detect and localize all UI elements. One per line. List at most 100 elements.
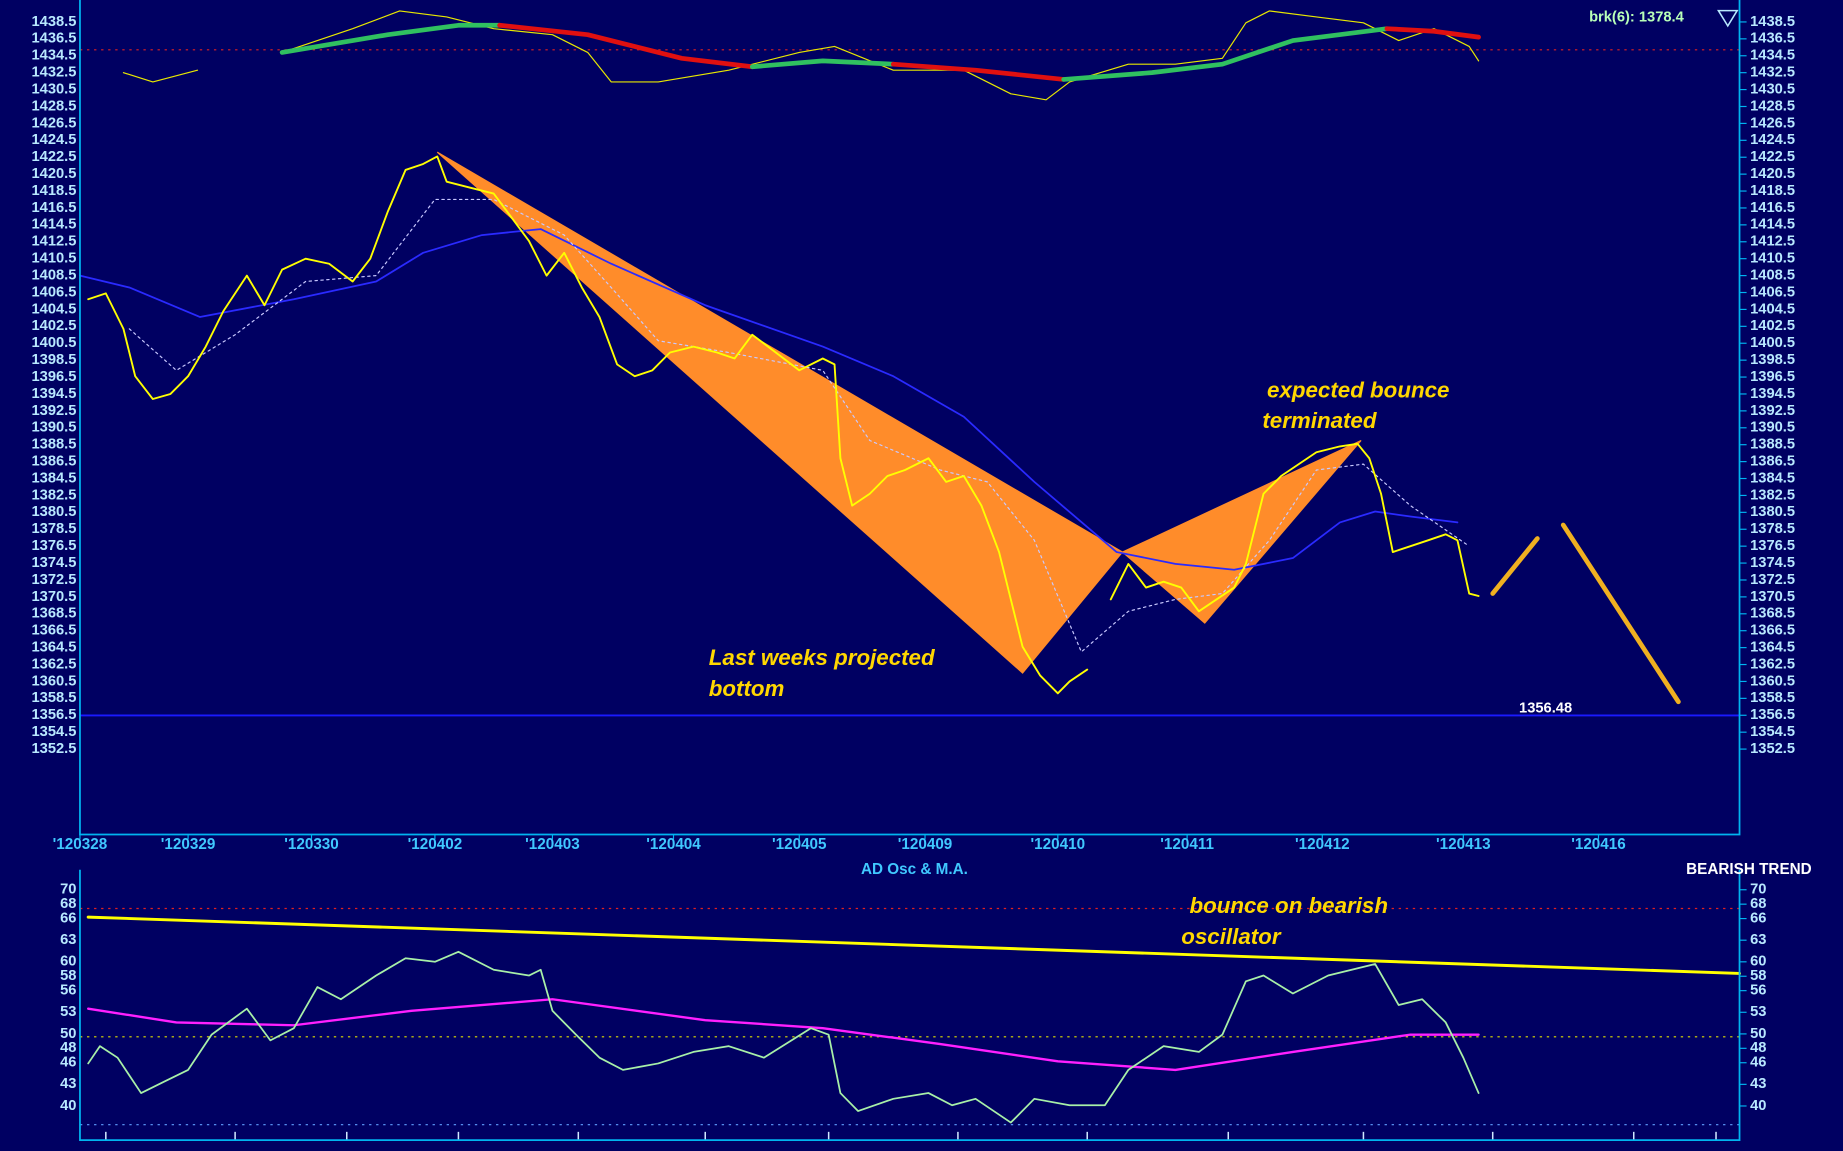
y-tick-label: 53 [1750,1004,1766,1020]
y-tick-label: 1356.5 [1750,707,1795,723]
series-line [128,198,1470,653]
x-tick-label: '120404 [646,836,701,853]
y-tick-label: 1362.5 [32,656,77,672]
y-tick-label: 1382.5 [32,487,77,503]
y-tick-label: 1384.5 [32,470,77,486]
x-tick-label: '120411 [1160,836,1214,853]
y-tick-label: 1420.5 [1750,166,1795,182]
series-line [749,58,896,70]
y-tick-label: 1400.5 [32,335,77,351]
y-tick-label: 1402.5 [32,318,77,334]
y-tick-label: 50 [1750,1026,1766,1042]
series-line [86,915,1741,975]
y-tick-label: 1368.5 [32,606,77,622]
y-tick-label: 1354.5 [32,724,77,740]
y-tick-label: 1406.5 [1750,284,1795,300]
annotation: Last weeks projected [709,645,936,670]
x-tick-label: '120410 [1031,836,1086,853]
annotation: bottom [709,676,785,701]
y-tick-label: 1376.5 [1750,538,1795,554]
y-tick-label: 1378.5 [32,521,77,537]
series-line [1384,26,1481,40]
y-tick-label: 1412.5 [32,234,77,250]
y-tick-label: 1390.5 [1750,420,1795,436]
y-tick-label: 1418.5 [32,183,77,199]
y-tick-label: 1394.5 [32,386,77,402]
y-tick-label: 1424.5 [32,132,77,148]
y-tick-label: 68 [60,896,76,912]
y-tick-label: 1370.5 [32,589,77,605]
annotation: oscillator [1181,924,1282,949]
y-tick-label: 1382.5 [1750,487,1795,503]
y-tick-label: 56 [1750,983,1766,999]
y-tick-label: 1410.5 [1750,251,1795,267]
series-line [1560,522,1681,705]
y-tick-label: 1414.5 [1750,217,1795,233]
y-tick-label: 1354.5 [1750,724,1795,740]
x-tick-label: '120328 [53,836,108,853]
y-tick-label: 1402.5 [1750,318,1795,334]
y-tick-label: 1398.5 [32,352,77,368]
annotation: expected bounce [1267,377,1449,402]
y-tick-label: 1380.5 [1750,504,1795,520]
y-tick-label: 1388.5 [1750,437,1795,453]
y-tick-label: 1374.5 [32,555,77,571]
y-tick-label: 1370.5 [1750,589,1795,605]
y-tick-label: 1398.5 [1750,352,1795,368]
y-tick-label: 58 [60,968,76,984]
series-line [87,998,1480,1072]
y-tick-label: 1388.5 [32,437,77,453]
y-tick-label: 1432.5 [1750,65,1795,81]
y-tick-label: 1364.5 [1750,639,1795,655]
y-tick-label: 1438.5 [32,14,77,30]
y-tick-label: 1438.5 [1750,14,1795,30]
y-tick-label: 48 [60,1040,76,1056]
y-tick-label: 1406.5 [32,284,77,300]
y-tick-label: 60 [1750,954,1766,970]
y-tick-label: 58 [1750,968,1766,984]
indicator-label: brk(6): 1378.4 [1589,10,1685,26]
y-tick-label: 1384.5 [1750,470,1795,486]
pane-background [79,875,1740,1141]
y-tick-label: 40 [1750,1098,1766,1114]
y-tick-label: 1366.5 [32,623,77,639]
pane-frame [79,0,1741,836]
y-tick-label: 1424.5 [1750,132,1795,148]
y-tick-label: 1374.5 [1750,555,1795,571]
x-tick-label: '120405 [772,836,827,853]
y-tick-label: 1434.5 [1750,48,1795,64]
y-tick-label: 43 [1750,1076,1766,1092]
reference-label: 1356.48 [1519,700,1572,716]
y-tick-label: 1366.5 [1750,623,1795,639]
y-tick-label: 1352.5 [32,741,77,757]
y-tick-label: 1428.5 [32,98,77,114]
y-tick-label: 1408.5 [32,267,77,283]
y-tick-label: 63 [1750,932,1766,948]
x-tick-label: '120402 [408,836,463,853]
y-tick-label: 68 [1750,896,1766,912]
series-line [79,228,1459,571]
pane-subtitle: BEARISH TREND [1686,861,1812,878]
series-line [279,22,502,55]
x-tick-label: '120412 [1295,836,1350,853]
annotation: bounce on bearish [1189,893,1388,918]
y-tick-label: 1408.5 [1750,267,1795,283]
y-tick-label: 1426.5 [1750,115,1795,131]
y-tick-label: 53 [60,1004,76,1020]
y-tick-label: 60 [60,954,76,970]
y-tick-label: 1394.5 [1750,386,1795,402]
y-tick-label: 1422.5 [32,149,77,165]
y-tick-label: 1430.5 [1750,81,1795,97]
pane-title: AD Osc & M.A. [861,861,968,878]
x-tick-label: '120403 [525,836,580,853]
y-tick-label: 46 [1750,1055,1766,1071]
y-tick-label: 1436.5 [1750,31,1795,47]
y-tick-label: 1396.5 [32,369,77,385]
y-tick-label: 1428.5 [1750,98,1795,114]
x-tick-label: '120330 [284,836,339,853]
series-line [1061,26,1390,82]
y-tick-label: 66 [60,910,76,926]
y-tick-label: 1426.5 [32,115,77,131]
y-tick-label: 1436.5 [32,31,77,47]
